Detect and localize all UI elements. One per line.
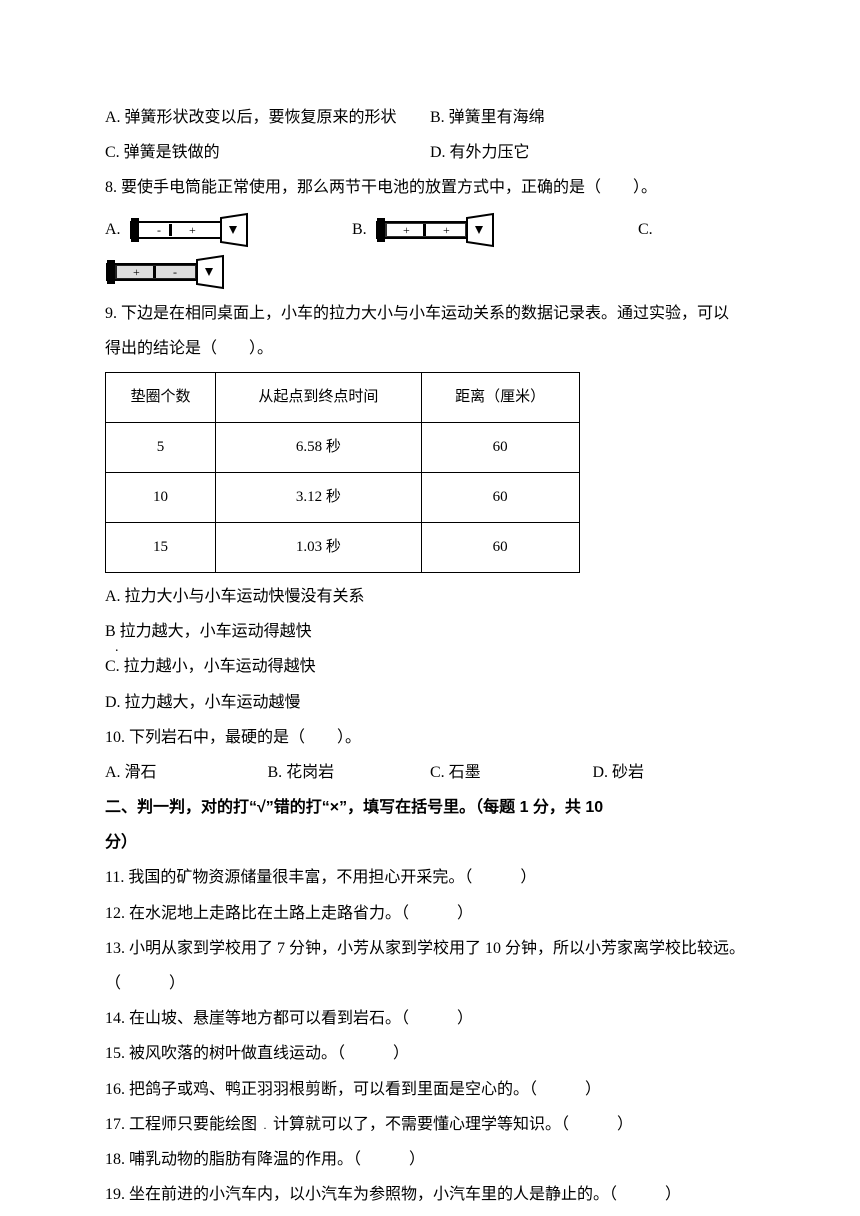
q17: 17. 工程师只要能绘图 计算就可以了，不需要懂心理学等知识。（ ） xyxy=(105,1107,755,1142)
table-row: 5 6.58 秒 60 xyxy=(106,422,580,472)
q7-option-d: D. 有外力压它 xyxy=(430,135,755,170)
q10-option-c: C. 石墨 xyxy=(430,755,593,790)
table-cell: 3.12 秒 xyxy=(216,472,422,522)
q7-option-c: C. 弹簧是铁做的 xyxy=(105,135,430,170)
q8-letter-c: C. xyxy=(638,212,653,247)
table-header: 从起点到终点时间 xyxy=(216,372,422,422)
flashlight-icon: - + xyxy=(129,212,259,248)
q19: 19. 坐在前进的小汽车内，以小汽车为参照物，小汽车里的人是静止的。（ ） xyxy=(105,1177,755,1212)
q12: 12. 在水泥地上走路比在土路上走路省力。（ ） xyxy=(105,896,755,931)
pause-dot-icon xyxy=(257,1116,273,1133)
q9-option-a: A. 拉力大小与小车运动快慢没有关系 xyxy=(105,579,755,614)
q10-stem: 10. 下列岩石中，最硬的是（ ）。 xyxy=(105,720,755,755)
svg-text:+: + xyxy=(189,223,196,237)
table-cell: 1.03 秒 xyxy=(216,522,422,572)
q9-option-b-rest: 拉力越大，小车运动得越快 xyxy=(116,623,312,640)
q17-part-a: 17. 工程师只要能绘图 xyxy=(105,1116,257,1133)
q13-line2: （ ） xyxy=(105,966,755,1001)
q7-option-b: B. 弹簧里有海绵 xyxy=(430,100,755,135)
q9-stem-line1: 9. 下边是在相同桌面上，小车的拉力大小与小车运动关系的数据记录表。通过实验，可… xyxy=(105,296,755,331)
q8-options-row1: A. - + B. + + C. xyxy=(105,212,755,248)
q13-line1: 13. 小明从家到学校用了 7 分钟，小芳从家到学校用了 10 分钟，所以小芳家… xyxy=(105,931,755,966)
q17-part-b: 计算就可以了，不需要懂心理学等知识。（ ） xyxy=(273,1116,633,1133)
q10-option-d: D. 砂岩 xyxy=(593,755,756,790)
section2-title-line2: 分） xyxy=(105,825,755,860)
q8-option-a: A. - + xyxy=(105,212,352,248)
table-cell: 60 xyxy=(421,472,579,522)
svg-text:-: - xyxy=(157,223,161,237)
q8-options-row2: + - xyxy=(105,254,755,290)
q9-option-c: C. 拉力越小，小车运动得越快 xyxy=(105,649,755,684)
q8-letter-a: A. xyxy=(105,212,121,247)
q7-row2: C. 弹簧是铁做的 D. 有外力压它 xyxy=(105,135,755,170)
q7-option-a: A. 弹簧形状改变以后，要恢复原来的形状 xyxy=(105,100,430,135)
q10-options: A. 滑石 B. 花岗岩 C. 石墨 D. 砂岩 xyxy=(105,755,755,790)
flashlight-icon: + + xyxy=(375,212,505,248)
q9-option-b-prefix: B xyxy=(105,614,116,649)
q8-option-c-letter: C. xyxy=(638,212,755,247)
q8-option-b: B. + + xyxy=(352,212,638,248)
q10-option-b: B. 花岗岩 xyxy=(268,755,431,790)
q16: 16. 把鸽子或鸡、鸭正羽羽根剪断，可以看到里面是空心的。（ ） xyxy=(105,1072,755,1107)
q15: 15. 被风吹落的树叶做直线运动。（ ） xyxy=(105,1036,755,1071)
table-row: 10 3.12 秒 60 xyxy=(106,472,580,522)
q8-stem: 8. 要使手电筒能正常使用，那么两节干电池的放置方式中，正确的是（ ）。 xyxy=(105,170,755,205)
q9-stem-line2: 得出的结论是（ ）。 xyxy=(105,331,755,366)
section2-title-line1: 二、判一判，对的打“√”错的打“×”，填写在括号里。（每题 1 分，共 10 xyxy=(105,790,755,825)
table-cell: 60 xyxy=(421,422,579,472)
q18: 18. 哺乳动物的脂肪有降温的作用。（ ） xyxy=(105,1142,755,1177)
svg-text:+: + xyxy=(443,223,450,237)
svg-text:-: - xyxy=(173,265,177,279)
q8-letter-b: B. xyxy=(352,212,367,247)
q9-option-d: D. 拉力越大，小车运动越慢 xyxy=(105,685,755,720)
q10-option-a: A. 滑石 xyxy=(105,755,268,790)
svg-text:+: + xyxy=(403,223,410,237)
table-cell: 6.58 秒 xyxy=(216,422,422,472)
table-row: 15 1.03 秒 60 xyxy=(106,522,580,572)
table-header: 距离（厘米） xyxy=(421,372,579,422)
q11: 11. 我国的矿物资源储量很丰富，不用担心开采完。（ ） xyxy=(105,860,755,895)
svg-text:+: + xyxy=(133,265,140,279)
table-cell: 10 xyxy=(106,472,216,522)
table-header-row: 垫圈个数 从起点到终点时间 距离（厘米） xyxy=(106,372,580,422)
q9-table: 垫圈个数 从起点到终点时间 距离（厘米） 5 6.58 秒 60 10 3.12… xyxy=(105,372,580,573)
table-cell: 60 xyxy=(421,522,579,572)
q7-row1: A. 弹簧形状改变以后，要恢复原来的形状 B. 弹簧里有海绵 xyxy=(105,100,755,135)
flashlight-icon: + - xyxy=(105,254,235,290)
q9-option-b: B 拉力越大，小车运动得越快 xyxy=(105,614,755,649)
table-cell: 15 xyxy=(106,522,216,572)
table-header: 垫圈个数 xyxy=(106,372,216,422)
q14: 14. 在山坡、悬崖等地方都可以看到岩石。（ ） xyxy=(105,1001,755,1036)
table-cell: 5 xyxy=(106,422,216,472)
